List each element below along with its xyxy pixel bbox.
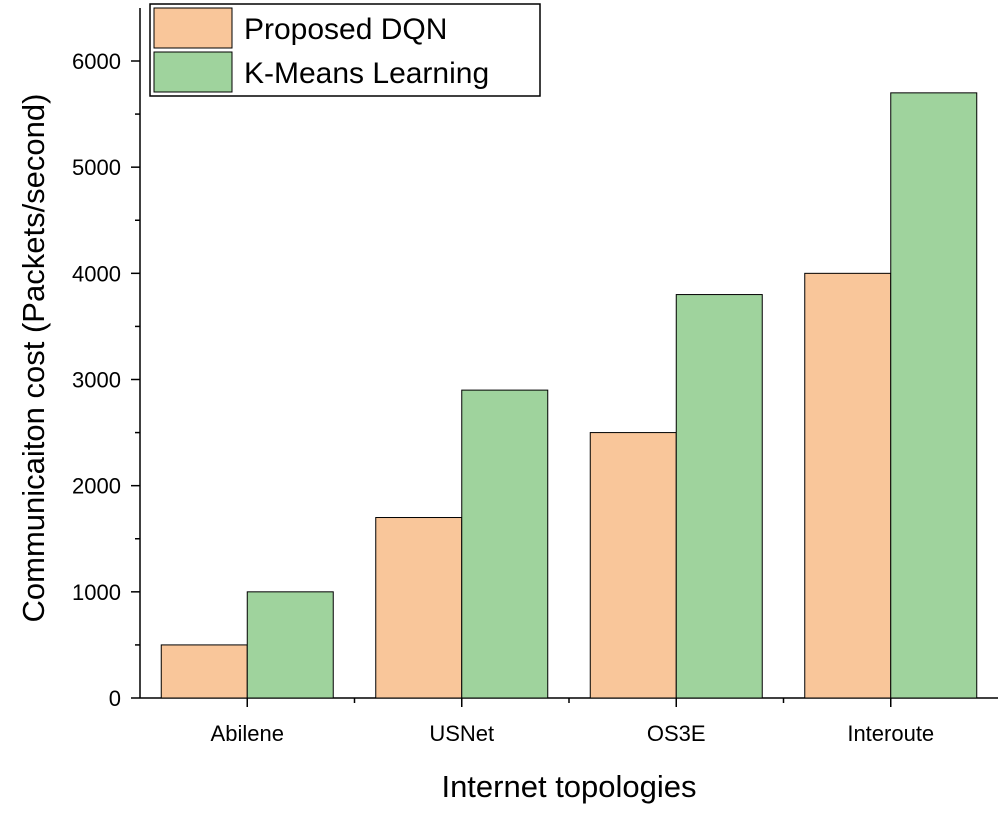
bar-k-means-learning-os3e [675,294,763,699]
y-axis: 0 1000 2000 3000 4000 5000 6000 [72,8,141,711]
bar-proposed-dqn-abilene [160,644,248,699]
legend-swatch [153,7,233,49]
y-tick-label: 1000 [72,580,121,605]
legend-swatch [153,51,233,93]
x-tick-label: OS3E [647,721,706,746]
x-axis: Abilene USNet OS3E Interoute [140,697,998,746]
y-tick-label: 6000 [72,49,121,74]
y-tick-label: 3000 [72,368,121,393]
bar-k-means-learning-abilene [246,591,334,699]
x-tick-label: Interoute [847,721,934,746]
x-tick-label: USNet [429,721,494,746]
bar-proposed-dqn-usnet [375,517,463,699]
y-tick-label: 0 [109,686,121,711]
bar-proposed-dqn-interoute [804,272,892,699]
y-axis-title: Communicaiton cost (Packets/second) [16,94,51,623]
bars [160,92,978,699]
legend: Proposed DQN K-Means Learning [149,3,541,97]
y-tick-label: 4000 [72,261,121,286]
bar-k-means-learning-usnet [461,389,549,699]
x-tick-label: Abilene [211,721,284,746]
x-axis-title: Internet topologies [441,769,696,804]
legend-label: K-Means Learning [244,57,489,90]
y-tick-label: 2000 [72,474,121,499]
y-tick-label: 5000 [72,155,121,180]
bar-proposed-dqn-os3e [589,432,677,699]
legend-label: Proposed DQN [244,13,447,46]
bar-k-means-learning-interoute [890,92,978,699]
